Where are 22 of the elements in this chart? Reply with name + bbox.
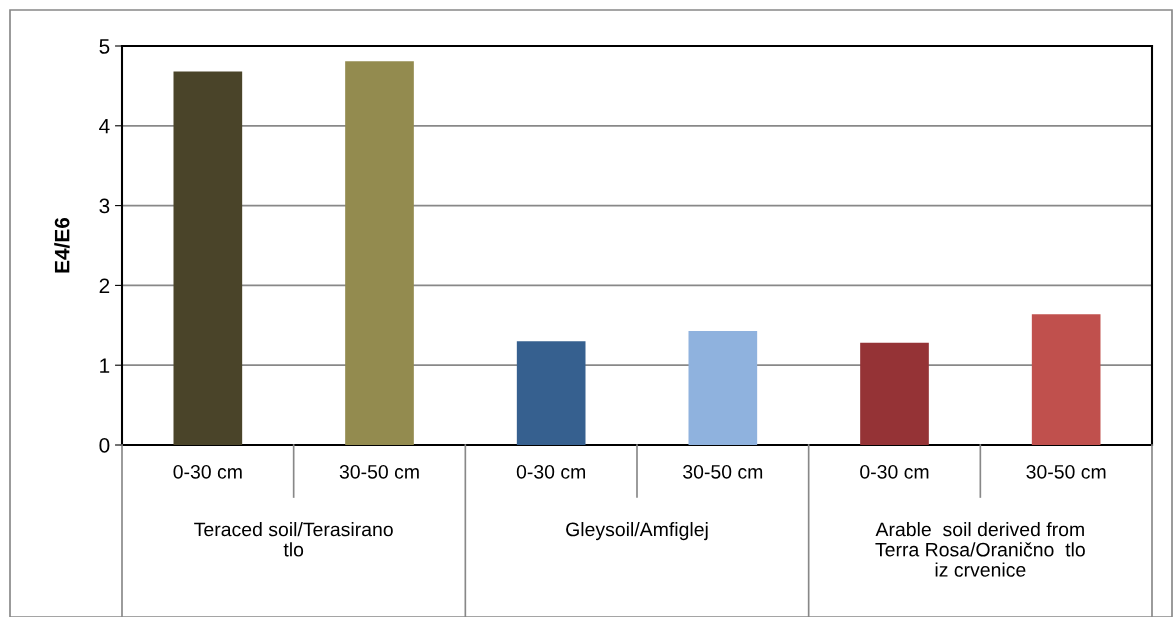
x-tick-label: 0-30 cm (860, 464, 929, 479)
bar (516, 341, 586, 445)
text: Gleysoil/Amfiglej (566, 522, 708, 541)
y-tick-label: 2 (99, 278, 110, 293)
x-tick-label: 0-30 cm (173, 464, 242, 479)
x-tick-label: 30-50 cm (1026, 464, 1106, 479)
text: Teraced soil/Terasirano tlo (194, 522, 393, 557)
y-tick-label: 0 (99, 438, 110, 453)
y-tick-label: 5 (99, 39, 110, 54)
bar (1031, 314, 1101, 445)
x-tick-label: 30-50 cm (683, 464, 763, 479)
bar (688, 330, 758, 445)
x-tick-label: 0-30 cm (516, 464, 586, 479)
y-tick-label: 1 (100, 358, 110, 373)
text: Arable soil derived from Terra Rosa/Oranično tlo iz crvenice (875, 522, 1085, 577)
y-axis-title: E4/E6 (54, 217, 70, 273)
bar (173, 71, 243, 445)
bar (345, 61, 414, 445)
y-tick-label: 4 (99, 119, 110, 134)
y-tick-label: 3 (99, 198, 110, 214)
x-tick-label: 30-50 cm (339, 464, 419, 479)
bar (860, 342, 929, 445)
